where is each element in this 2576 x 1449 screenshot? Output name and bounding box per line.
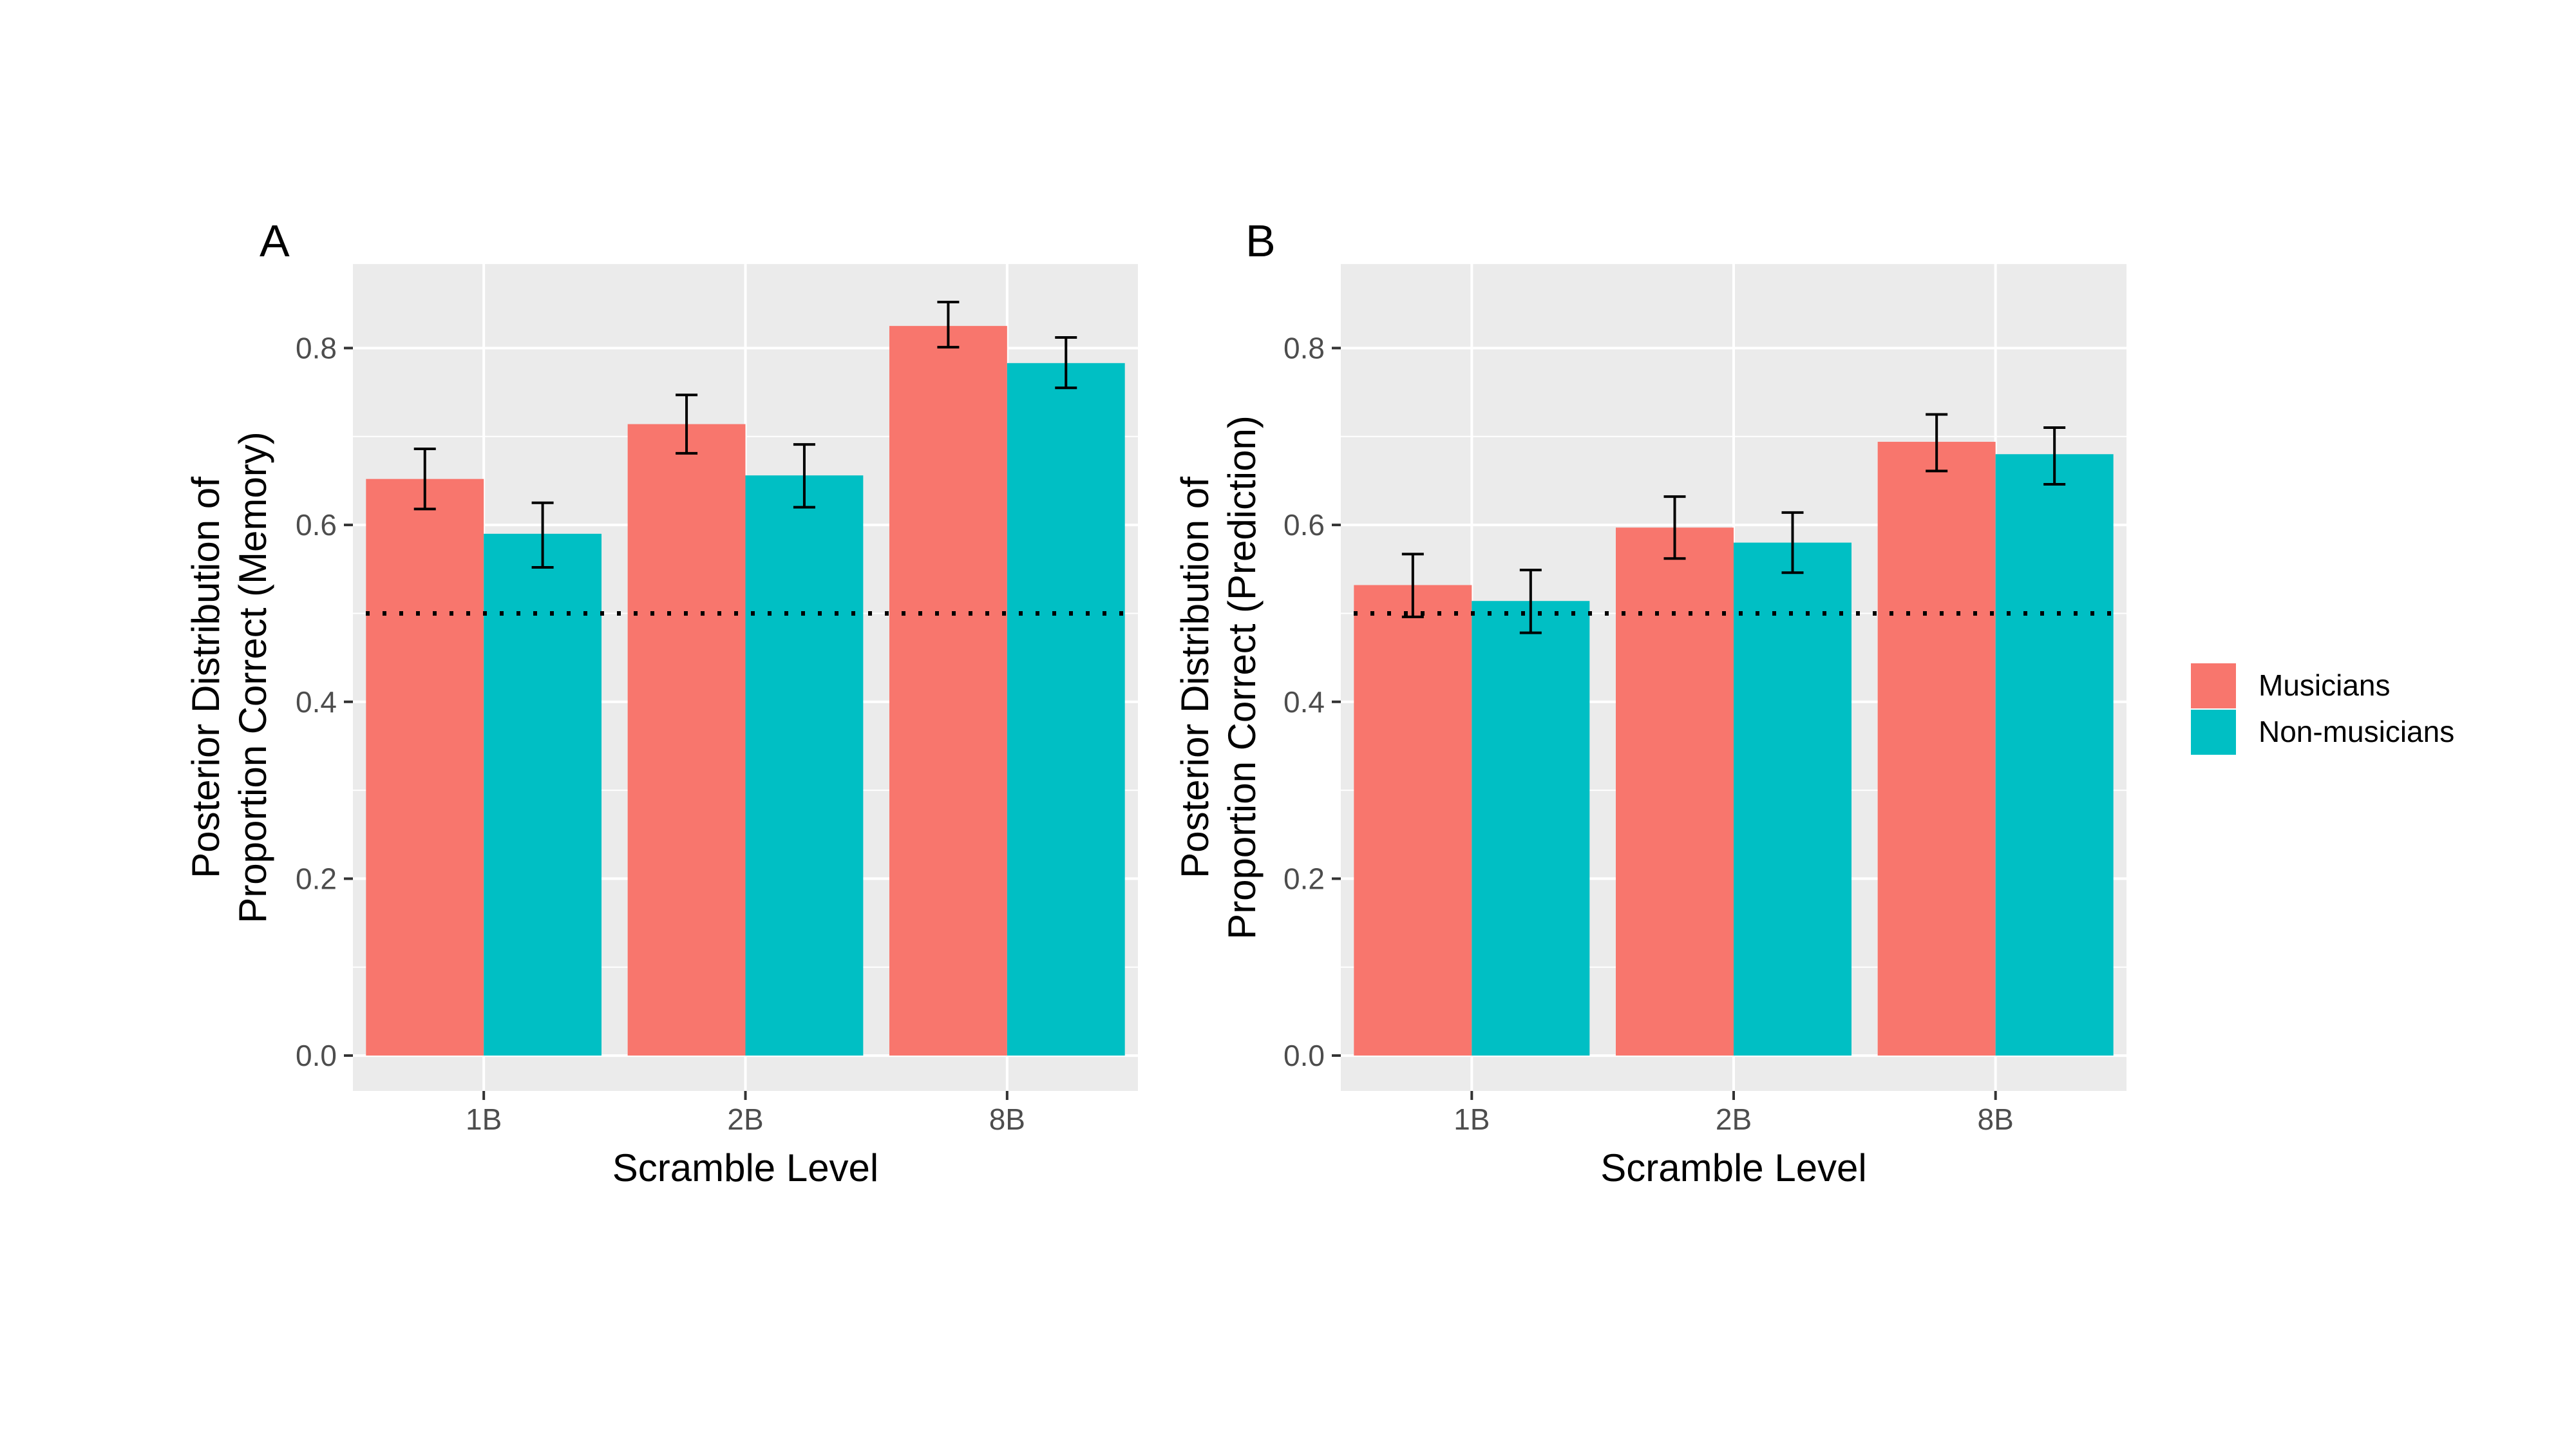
panel-a-x-tick-label: 2B bbox=[727, 1103, 763, 1136]
legend-label-non-musicians: Non-musicians bbox=[2259, 715, 2454, 748]
panel-a-bar-non-musicians-2b bbox=[745, 475, 864, 1056]
panel-b-x-axis-title: Scramble Level bbox=[1600, 1146, 1867, 1189]
panel-b-errorbar-non-musicians-8b bbox=[2043, 426, 2066, 486]
panel-b-errorbar-musicians-2b bbox=[1663, 495, 1686, 560]
panel-b-errorbar-non-musicians-1b bbox=[1519, 569, 1542, 634]
panel-a-y-tick-label: 0.6 bbox=[296, 508, 337, 542]
panel-a-label: A bbox=[260, 216, 290, 266]
panel-b-bar-musicians-1b bbox=[1354, 585, 1472, 1056]
panel-a-bar-non-musicians-1b bbox=[484, 533, 602, 1056]
panel-a-errorbar-non-musicians-1b bbox=[531, 501, 554, 569]
panel-b: 0.0 0.2 0.4 0.6 0.8 1B 2B 8B Scramble Level Poste… bbox=[1173, 216, 2126, 1189]
legend-label-musicians: Musicians bbox=[2259, 668, 2391, 702]
panel-a-y-axis-title-line-2: Proportion Correct (Memory) bbox=[231, 431, 274, 923]
panel-a-y-axis-title-line-1: Posterior Distribution of bbox=[184, 477, 227, 878]
panel-b-label: B bbox=[1245, 216, 1276, 266]
panel-a: 0.0 0.2 0.4 0.6 0.8 1B 2B 8B Scramble Level Poste… bbox=[184, 216, 1138, 1189]
panel-a-x-tick-label: 1B bbox=[466, 1103, 502, 1136]
panel-a-errorbar-musicians-8b bbox=[937, 301, 960, 349]
panel-a-bar-musicians-2b bbox=[627, 424, 746, 1056]
panel-b-bar-musicians-8b bbox=[1877, 442, 1996, 1056]
panel-b-x-tick-label: 8B bbox=[1978, 1103, 2014, 1136]
panel-a-errorbar-non-musicians-2b bbox=[793, 443, 815, 509]
panel-b-errorbar-non-musicians-2b bbox=[1781, 511, 1804, 574]
panel-a-bar-non-musicians-8b bbox=[1007, 363, 1125, 1056]
panel-a-bar-musicians-1b bbox=[366, 478, 484, 1056]
panel-b-y-tick-label: 0.8 bbox=[1283, 331, 1325, 365]
panel-a-errorbar-musicians-2b bbox=[676, 393, 698, 455]
panel-a-x-tick-label: 8B bbox=[989, 1103, 1025, 1136]
panel-b-bar-non-musicians-8b bbox=[1995, 454, 2114, 1056]
panel-b-y-tick-label: 0.4 bbox=[1283, 685, 1325, 719]
panel-b-x-tick-label: 1B bbox=[1454, 1103, 1490, 1136]
panel-b-errorbar-musicians-8b bbox=[1926, 413, 1948, 473]
legend: Musicians Non-musicians bbox=[2191, 663, 2454, 755]
panel-b-y-axis-title-line-1: Posterior Distribution of bbox=[1173, 477, 1217, 878]
panel-b-bar-non-musicians-2b bbox=[1734, 542, 1852, 1056]
panel-a-x-axis-title: Scramble Level bbox=[612, 1146, 879, 1189]
panel-a-bar-musicians-8b bbox=[889, 326, 1007, 1056]
panel-b-x-tick-label: 2B bbox=[1716, 1103, 1752, 1136]
panel-b-errorbar-musicians-1b bbox=[1401, 553, 1424, 618]
legend-key-musicians bbox=[2191, 663, 2236, 708]
panel-b-y-tick-label: 0.2 bbox=[1283, 862, 1325, 895]
legend-key-non-musicians bbox=[2191, 710, 2236, 755]
panel-a-y-tick-label: 0.0 bbox=[296, 1039, 337, 1072]
panel-b-y-tick-label: 0.6 bbox=[1283, 508, 1325, 542]
panel-b-bar-non-musicians-1b bbox=[1472, 601, 1590, 1056]
panel-a-y-tick-label: 0.2 bbox=[296, 862, 337, 895]
panel-a-y-tick-label: 0.8 bbox=[296, 331, 337, 365]
panel-a-errorbar-non-musicians-8b bbox=[1055, 336, 1077, 390]
panel-a-errorbar-musicians-1b bbox=[413, 448, 436, 511]
panel-b-y-axis-title-line-2: Proportion Correct (Prediction) bbox=[1220, 415, 1264, 940]
panel-b-y-tick-label: 0.0 bbox=[1283, 1039, 1325, 1072]
panel-a-y-tick-label: 0.4 bbox=[296, 685, 337, 719]
panel-b-bar-musicians-2b bbox=[1616, 527, 1734, 1056]
